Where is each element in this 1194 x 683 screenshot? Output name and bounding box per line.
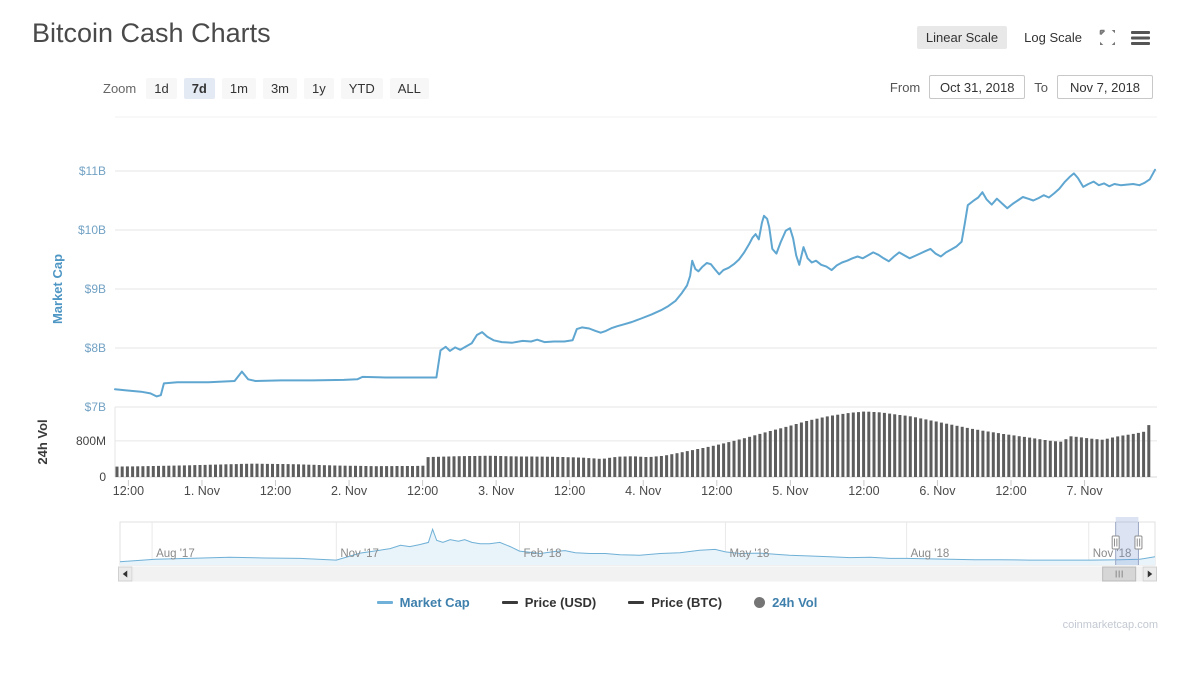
navigator-handle-right[interactable] (1134, 522, 1143, 565)
x-axis-label: 12:00 (554, 484, 585, 498)
price-volume-chart[interactable]: $7B $8B $9B $10B $11B Market Cap 0 800M 24h Vol 1… (0, 105, 1194, 585)
x-axis-label: 12:00 (995, 484, 1026, 498)
page-title: Bitcoin Cash Charts (32, 18, 271, 48)
x-axis-label: 1. Nov (184, 484, 221, 498)
navigator-month-label: Aug '18 (911, 548, 950, 560)
volume-axis-label: 0 (99, 470, 106, 484)
zoom-button-3m[interactable]: 3m (262, 78, 297, 99)
x-axis-label: 2. Nov (331, 484, 368, 498)
market-cap-line-swatch (376, 601, 393, 604)
volume-bars[interactable] (115, 411, 1151, 477)
volume-axis-title: 24h Vol (35, 419, 50, 464)
zoom-button-1y[interactable]: 1y (304, 78, 334, 99)
scrollbar-right-arrow[interactable] (1142, 566, 1157, 582)
price-btc-line-swatch (628, 601, 645, 604)
navigator-month-label: Nov '18 (1093, 548, 1132, 560)
to-label: To (1034, 79, 1048, 95)
zoom-button-1d[interactable]: 1d (146, 78, 177, 99)
log-scale-button[interactable]: Log Scale (1024, 30, 1082, 45)
navigator-month-label: May '18 (729, 548, 769, 560)
market-cap-axis-label: $10B (78, 223, 106, 237)
volume-circle-swatch (754, 597, 766, 608)
zoom-button-1m[interactable]: 1m (221, 78, 256, 99)
x-axis-label: 12:00 (113, 484, 144, 498)
legend-label: 24h Vol (772, 595, 818, 610)
market-cap-axis-label: $9B (85, 282, 106, 296)
legend-item-market-cap[interactable]: Market Cap (376, 595, 470, 610)
x-axis-label: 12:00 (701, 484, 732, 498)
legend-label: Market Cap (399, 595, 470, 610)
market-cap-axis-label: $8B (85, 341, 106, 355)
x-axis-label: 12:00 (848, 484, 879, 498)
legend-item-price-btc[interactable]: Price (BTC) (628, 595, 722, 610)
hamburger-menu-icon[interactable] (1131, 30, 1150, 45)
legend-label: Price (BTC) (651, 595, 723, 610)
scrollbar-thumb[interactable] (1102, 566, 1137, 582)
chart-legend: Market Cap Price (USD) Price (BTC) 24h V… (0, 595, 1194, 610)
x-axis-label: 7. Nov (1066, 484, 1103, 498)
zoom-range-selector: Zoom 1d 7d 1m 3m 1y YTD ALL (103, 78, 429, 99)
x-axis-label: 12:00 (260, 484, 291, 498)
market-cap-axis-label: $7B (85, 400, 106, 414)
legend-item-price-usd[interactable]: Price (USD) (501, 595, 597, 610)
x-axis-label: 3. Nov (478, 484, 515, 498)
date-range-controls: From To (890, 75, 1153, 99)
zoom-button-all[interactable]: ALL (389, 78, 429, 99)
legend-label: Price (USD) (524, 595, 597, 610)
legend-item-24h-vol[interactable]: 24h Vol (754, 595, 817, 610)
linear-scale-button[interactable]: Linear Scale (916, 26, 1008, 49)
zoom-button-ytd[interactable]: YTD (340, 78, 383, 99)
scrollbar-track[interactable] (133, 566, 1142, 582)
price-usd-line-swatch (501, 601, 518, 604)
volume-axis-label: 800M (76, 434, 106, 448)
x-axis-label: 4. Nov (625, 484, 662, 498)
market-cap-line-series[interactable] (114, 168, 1156, 398)
navigator-month-label: Feb '18 (524, 548, 562, 560)
navigator-handle-left[interactable] (1111, 522, 1120, 565)
scale-controls: Linear Scale Log Scale (916, 26, 1150, 49)
chart-area: $7B $8B $9B $10B $11B Market Cap 0 800M 24h Vol 1… (0, 105, 1194, 585)
fullscreen-icon[interactable] (1099, 29, 1116, 46)
from-date-input[interactable] (929, 75, 1026, 99)
scrollbar-left-arrow[interactable] (118, 566, 133, 582)
market-cap-axis-title: Market Cap (50, 254, 65, 324)
navigator-series[interactable] (119, 527, 1156, 563)
to-date-input[interactable] (1057, 75, 1153, 99)
navigator-selected-range[interactable] (1115, 517, 1139, 565)
x-axis-label: 5. Nov (772, 484, 809, 498)
market-cap-axis-label: $11B (79, 164, 106, 178)
watermark-text: coinmarketcap.com (1062, 619, 1158, 631)
zoom-label: Zoom (103, 81, 137, 96)
x-axis-label: 6. Nov (919, 484, 956, 498)
x-axis-label: 12:00 (407, 484, 438, 498)
navigator-month-label: Nov '17 (340, 548, 379, 560)
zoom-button-7d[interactable]: 7d (183, 78, 215, 99)
navigator-month-label: Aug '17 (156, 548, 195, 560)
from-label: From (889, 79, 921, 95)
